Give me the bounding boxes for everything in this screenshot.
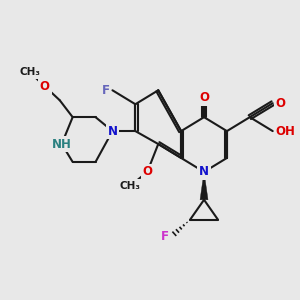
Text: O: O [40,80,50,93]
Text: OH: OH [276,124,296,138]
Text: N: N [199,165,209,178]
Text: CH₃: CH₃ [120,181,141,191]
Polygon shape [200,172,208,200]
Text: F: F [161,230,169,243]
Text: O: O [142,165,152,178]
Text: F: F [101,84,110,97]
Text: O: O [199,91,209,104]
Text: NH: NH [52,137,72,151]
Text: CH₃: CH₃ [20,68,40,77]
Text: O: O [276,97,286,110]
Text: N: N [107,124,118,138]
